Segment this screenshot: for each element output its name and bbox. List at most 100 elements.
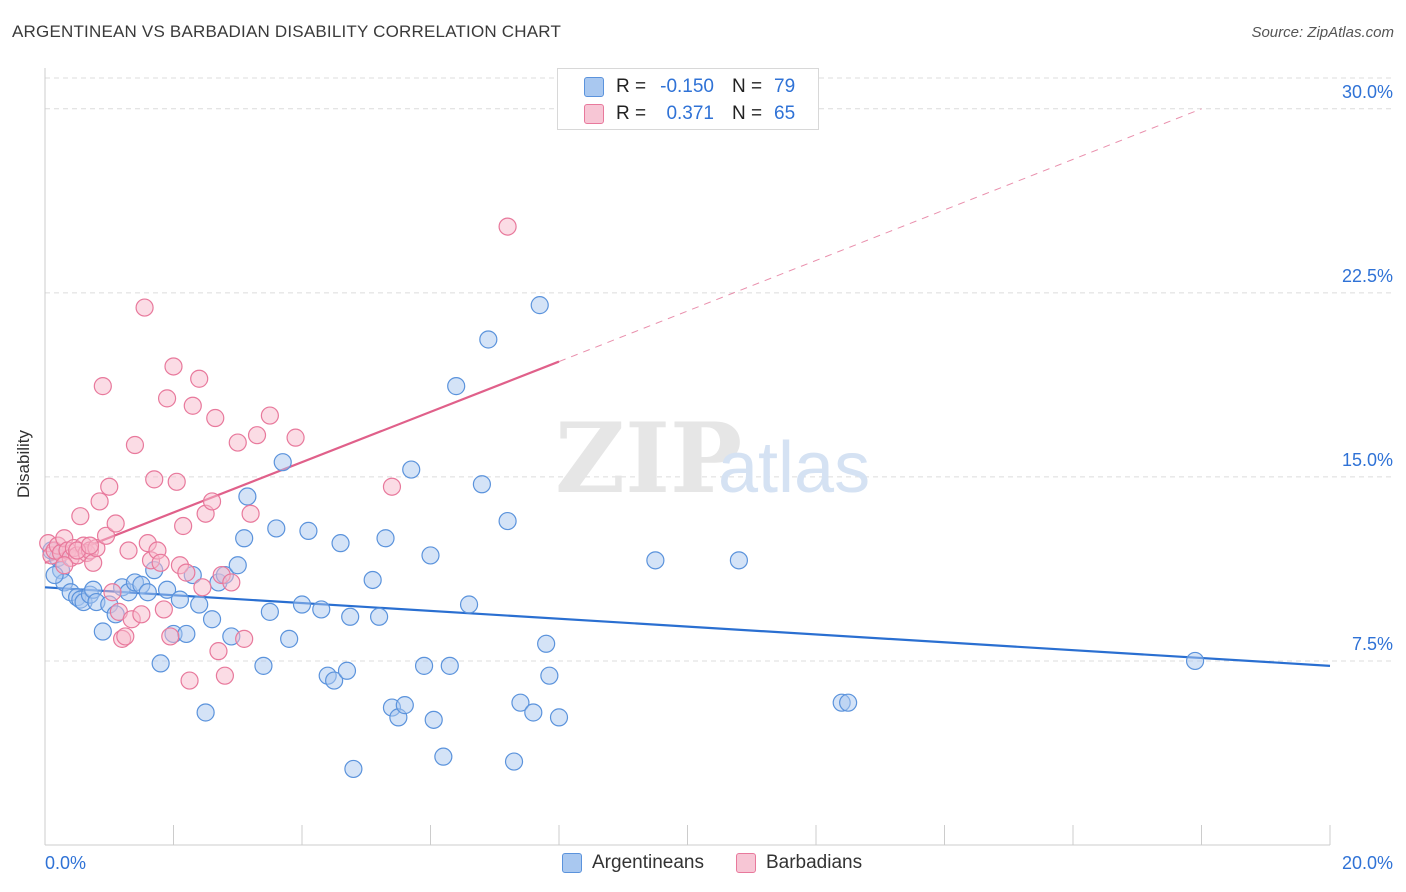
point-argentinean: [331, 534, 350, 553]
point-barbadian: [71, 507, 90, 526]
point-argentinean: [337, 661, 357, 680]
trend-line-barbadians: [44, 360, 560, 564]
trend-line-argentineans: [44, 586, 1331, 667]
point-argentinean: [479, 330, 498, 349]
point-barbadian: [145, 470, 164, 489]
point-argentinean: [267, 519, 286, 538]
point-argentinean: [363, 570, 382, 590]
legend-n-value: 79: [774, 76, 796, 97]
point-argentinean: [254, 656, 273, 675]
point-argentinean: [498, 511, 517, 531]
point-argentinean: [511, 693, 530, 712]
series-name: Argentineans: [592, 852, 704, 873]
point-argentinean: [196, 703, 215, 722]
series-swatch-blue: [562, 853, 582, 873]
point-barbadian: [167, 472, 186, 491]
point-argentinean: [504, 752, 524, 771]
series-name: Barbadians: [765, 852, 863, 873]
point-argentinean: [151, 654, 170, 673]
legend-n-label: N =: [732, 76, 763, 97]
point-barbadian: [100, 477, 119, 496]
point-barbadian: [498, 217, 517, 236]
point-barbadian: [90, 492, 109, 511]
point-argentinean: [402, 460, 421, 479]
point-argentinean: [177, 624, 196, 644]
point-barbadian: [202, 492, 222, 511]
point-argentinean: [549, 708, 569, 727]
point-argentinean: [537, 634, 556, 653]
y-tick-label: 7.5%: [1352, 634, 1393, 654]
point-argentinean: [292, 595, 312, 614]
point-argentinean: [414, 656, 434, 675]
point-barbadian: [132, 605, 151, 624]
point-barbadian: [177, 563, 196, 582]
point-barbadian: [103, 583, 122, 602]
trend-line-barbadians-extension: [558, 108, 1202, 363]
point-argentinean: [530, 296, 549, 315]
trend-lines: [44, 108, 1331, 667]
point-barbadian: [55, 556, 74, 575]
point-barbadian: [93, 377, 112, 396]
point-barbadian: [84, 553, 103, 572]
point-barbadian: [193, 578, 212, 597]
x-tick-label: 0.0%: [45, 853, 86, 873]
point-argentinean: [376, 529, 395, 548]
point-argentinean: [228, 556, 247, 575]
point-argentinean: [540, 666, 559, 685]
point-argentinean: [190, 595, 209, 614]
legend-n-value: 65: [774, 103, 796, 124]
point-barbadian: [154, 600, 173, 619]
legend-swatch-blue: [584, 77, 604, 97]
point-barbadian: [235, 629, 254, 648]
tick-labels: 7.5% 15.0% 22.5% 30.0% 0.0% 20.0%: [45, 82, 1393, 873]
series-legend: Argentineans Barbadians: [562, 852, 894, 874]
point-barbadian: [382, 477, 402, 496]
point-argentinean: [1185, 651, 1205, 671]
point-argentinean: [434, 747, 453, 766]
point-barbadian: [157, 389, 177, 408]
series-legend-barbadians: Barbadians: [735, 852, 863, 874]
legend-row-barbadians: R = 0.371 N = 65: [584, 102, 795, 126]
point-barbadian: [209, 642, 228, 661]
point-barbadian: [106, 514, 125, 533]
point-argentinean: [238, 487, 257, 506]
point-barbadian: [174, 516, 193, 536]
watermark-zip: ZIP: [555, 402, 742, 515]
point-barbadian: [241, 504, 260, 523]
point-argentinean: [312, 600, 331, 619]
point-barbadian: [260, 406, 279, 425]
point-argentinean: [344, 759, 363, 779]
legend-row-argentineans: R = -0.150 N = 79: [584, 75, 795, 99]
point-barbadian: [135, 298, 154, 317]
point-argentinean: [235, 529, 254, 548]
point-argentinean: [421, 546, 440, 565]
point-argentinean: [138, 583, 157, 602]
point-barbadian: [119, 541, 138, 560]
stats-legend: R = -0.150 N = 79 R = 0.371 N = 65: [557, 68, 819, 130]
point-argentinean: [447, 377, 466, 396]
legend-n-label: N =: [732, 103, 763, 124]
point-argentinean: [202, 610, 222, 629]
point-argentinean: [424, 710, 443, 729]
point-argentinean: [170, 590, 190, 609]
chart-title: ARGENTINEAN VS BARBADIAN DISABILITY CORR…: [12, 22, 562, 41]
legend-r-value: -0.150: [660, 76, 714, 97]
point-argentinean: [440, 656, 459, 675]
point-argentinean: [839, 693, 858, 712]
data-points: [39, 217, 1205, 779]
point-barbadian: [286, 428, 305, 447]
legend-r-label: R =: [616, 76, 647, 97]
point-barbadian: [151, 553, 170, 572]
legend-swatch-pink: [584, 104, 604, 124]
point-barbadian: [164, 357, 183, 376]
watermark-atlas: atlas: [718, 428, 870, 508]
source-label: Source: ZipAtlas.com: [1251, 24, 1394, 41]
legend-r-label: R =: [616, 103, 647, 124]
point-argentinean: [280, 629, 299, 648]
point-barbadian: [222, 573, 241, 592]
point-argentinean: [370, 607, 389, 626]
series-legend-argentineans: Argentineans: [562, 852, 704, 874]
point-argentinean: [273, 453, 292, 472]
grid-lines: [45, 77, 1392, 662]
